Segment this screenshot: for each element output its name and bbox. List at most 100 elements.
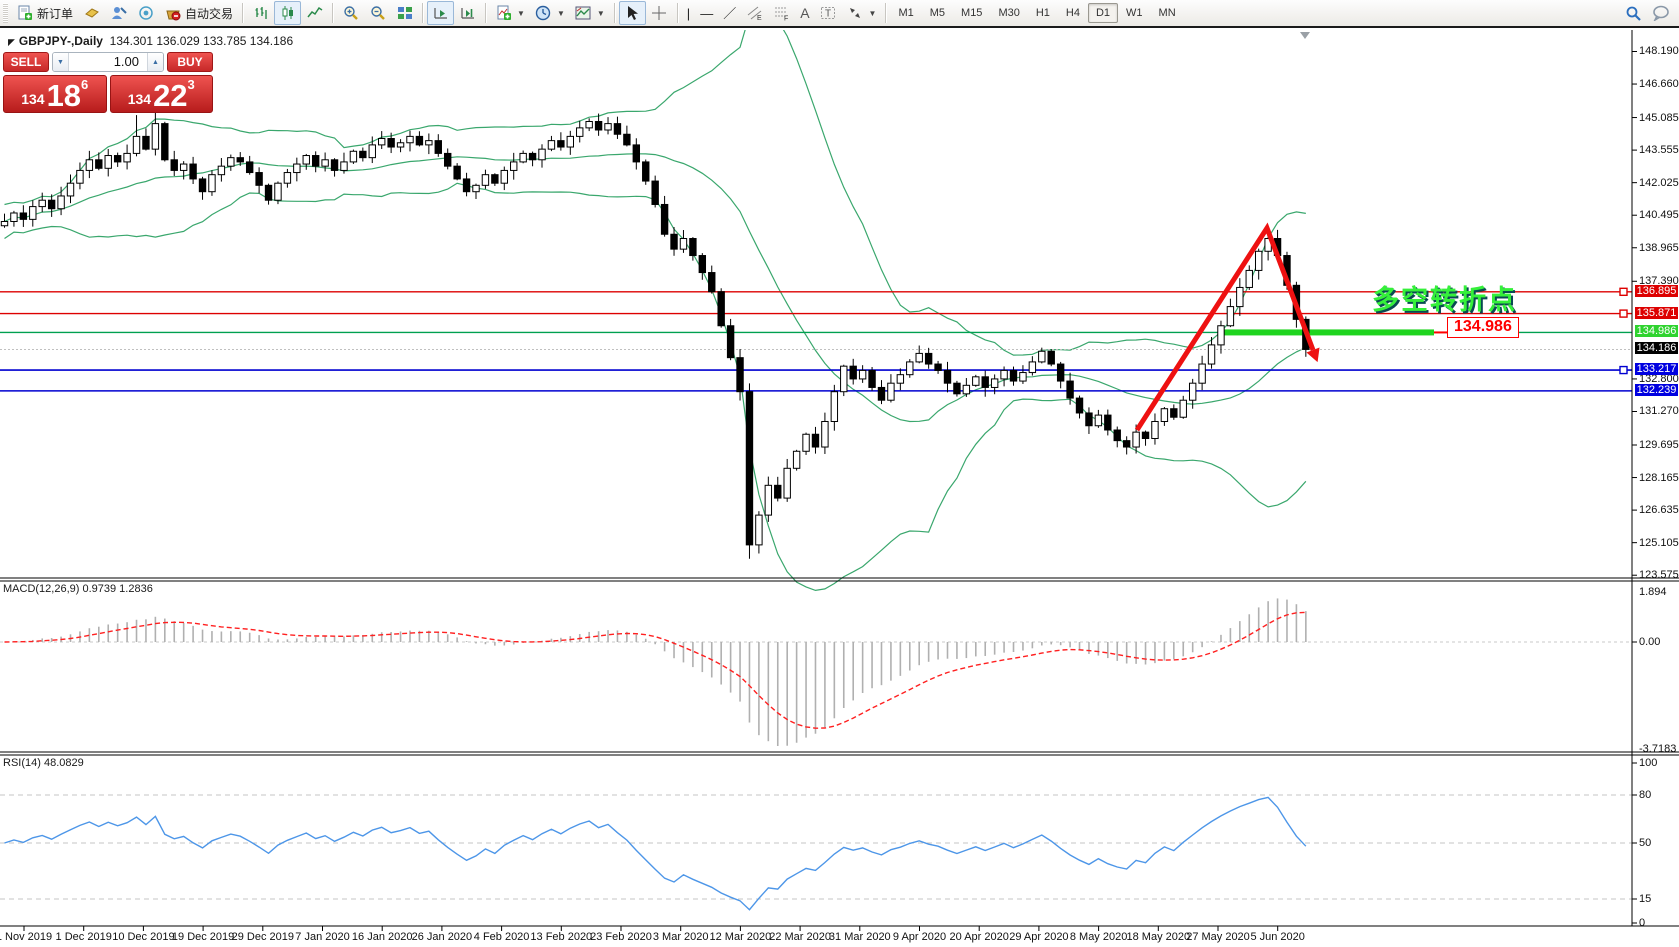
timeframe-m5[interactable]: M5	[929, 7, 946, 19]
date-axis-label: 1 Dec 2019	[55, 931, 112, 943]
price-axis-tick: 146.660	[1639, 78, 1679, 91]
date-axis-label: 31 Mar 2020	[828, 931, 891, 943]
fibonacci-button[interactable]: F	[768, 1, 795, 25]
trendline-button[interactable]: ／	[718, 1, 741, 25]
price-axis-tick: 131.270	[1639, 405, 1679, 418]
trendline-icon: ／	[723, 5, 737, 21]
line-chart-button[interactable]	[301, 1, 328, 25]
svg-text:E: E	[757, 15, 762, 21]
cursor-icon	[624, 5, 641, 22]
toolbar-grip[interactable]	[3, 3, 8, 23]
new-order-icon	[16, 5, 33, 22]
date-axis-label: 7 Jan 2020	[295, 931, 350, 943]
timeframe-h4[interactable]: H4	[1065, 7, 1080, 19]
tile-windows-button[interactable]	[391, 1, 418, 25]
zoom-out-icon	[369, 5, 386, 22]
level-price-label[interactable]: 134.986	[1447, 317, 1519, 338]
arrows-button[interactable]: ▼	[842, 1, 882, 25]
date-axis-label: 3 Mar 2020	[652, 931, 709, 943]
turning-point-annotation[interactable]: 多空转折点	[1372, 285, 1517, 315]
timeframe-h1[interactable]: H1	[1035, 7, 1050, 19]
autotrade-icon	[164, 5, 181, 22]
price-axis-tick: 128.165	[1639, 471, 1679, 484]
templates-icon	[575, 5, 592, 22]
rsi-label: RSI(14) 48.0829	[3, 757, 84, 769]
price-axis-tick: 132.800	[1639, 372, 1679, 385]
text-button[interactable]: A	[795, 1, 814, 25]
macd-axis-tick: 1.894	[1639, 586, 1667, 598]
rsi-axis-tick: 80	[1639, 789, 1652, 801]
dropdown-arrow-icon: ▼	[868, 8, 877, 18]
volume-increase-icon[interactable]: ▲	[147, 53, 163, 71]
auto-scroll-button[interactable]	[427, 1, 455, 25]
timeframe-m30[interactable]: M30	[998, 7, 1020, 19]
sell-price-prefix: 134	[21, 91, 45, 108]
buy-button[interactable]: BUY	[167, 52, 213, 72]
templates-button[interactable]: ▼	[570, 1, 610, 25]
buy-price-sup: 3	[187, 77, 195, 92]
navigator-icon	[110, 5, 127, 22]
zoom-out-button[interactable]	[364, 1, 391, 25]
tile-windows-icon	[396, 5, 413, 22]
crosshair-button[interactable]	[646, 1, 673, 25]
line-handle	[1619, 309, 1628, 318]
price-axis-tick: 123.575	[1639, 569, 1679, 582]
indicators-button[interactable]: ▼	[490, 1, 530, 25]
chart-canvas[interactable]	[0, 30, 1679, 947]
date-axis-label: 29 Apr 2020	[1009, 931, 1069, 943]
buy-price-box[interactable]: 134 22 3	[109, 75, 213, 113]
cursor-button[interactable]	[618, 1, 646, 25]
separator	[885, 3, 887, 23]
date-axis-label: 26 Jan 2020	[411, 931, 473, 943]
rsi-axis-tick: 100	[1639, 757, 1658, 769]
chart-shift-button[interactable]	[454, 1, 481, 25]
periods-icon	[535, 5, 552, 22]
bar-chart-button[interactable]	[247, 1, 274, 25]
separator	[332, 3, 334, 23]
chart-window[interactable]: ◤ GBPJPY-,Daily 134.301 136.029 133.785 1…	[0, 30, 1679, 947]
chart-shift-icon	[459, 5, 476, 22]
bar-chart-icon	[252, 5, 269, 22]
dropdown-arrow-icon: ▼	[556, 8, 565, 18]
search-icon[interactable]	[1625, 5, 1642, 22]
date-axis-label: 16 Jan 2020	[351, 931, 413, 943]
date-axis-label: 5 Jun 2020	[1250, 931, 1305, 943]
new-order-button[interactable]: 新订单	[11, 1, 78, 25]
navigator-button[interactable]	[105, 1, 132, 25]
price-line-badge: 134.186	[1635, 342, 1678, 355]
autotrade-button[interactable]: 自动交易	[159, 1, 238, 25]
date-axis-label: 9 Apr 2020	[892, 931, 947, 943]
sell-button[interactable]: SELL	[3, 52, 49, 72]
sell-price-sup: 6	[81, 77, 89, 92]
sell-price-box[interactable]: 134 18 6	[3, 75, 107, 113]
periods-button[interactable]: ▼	[530, 1, 570, 25]
indicators-icon	[495, 5, 512, 22]
timeframe-mn[interactable]: MN	[1158, 7, 1176, 19]
buy-price-main: 22	[153, 77, 188, 113]
rsi-axis-tick: 50	[1639, 837, 1652, 849]
vertical-line-icon: |	[686, 5, 691, 21]
webinar-icon	[137, 5, 154, 22]
timeframe-m15[interactable]: M15	[961, 7, 983, 19]
webinar-button[interactable]	[132, 1, 159, 25]
sell-price-main: 18	[46, 77, 82, 113]
volume-decrease-icon[interactable]: ▼	[53, 53, 69, 71]
zoom-in-button[interactable]	[337, 1, 364, 25]
text-label-icon: T	[820, 5, 837, 22]
timeframe-m1[interactable]: M1	[898, 7, 914, 19]
volume-stepper[interactable]: ▼ 1.00 ▲	[52, 52, 164, 72]
date-axis-label: 12 Mar 2020	[709, 931, 772, 943]
price-line-badge: 132.239	[1635, 383, 1678, 396]
date-axis-label: 27 May 2020	[1186, 931, 1250, 943]
timeframe-w1[interactable]: W1	[1126, 7, 1143, 19]
text-label-button[interactable]: T	[815, 1, 842, 25]
timeframe-d1[interactable]: D1	[1087, 3, 1119, 23]
market-watch-button[interactable]	[78, 1, 105, 25]
vertical-line-button[interactable]: |	[682, 1, 695, 25]
channel-button[interactable]: E	[741, 1, 768, 25]
horizontal-line-button[interactable]: —	[695, 1, 718, 25]
candlestick-chart-button[interactable]	[274, 1, 302, 25]
chat-icon[interactable]	[1652, 5, 1669, 22]
volume-value[interactable]: 1.00	[113, 54, 139, 69]
